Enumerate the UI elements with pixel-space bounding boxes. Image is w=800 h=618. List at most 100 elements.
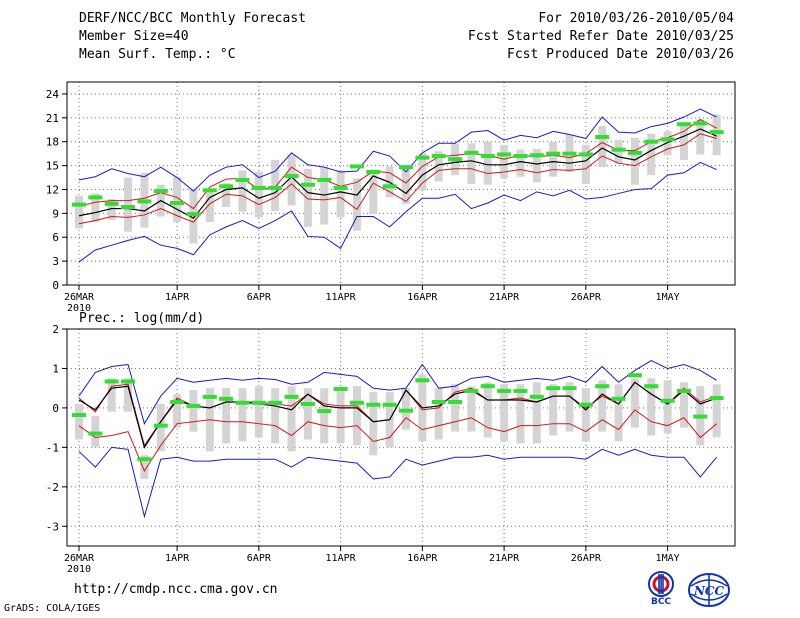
temp-y-tick-label: 18 (46, 136, 59, 149)
temp-ensemble-box (598, 125, 607, 168)
prec-ensemble-box (483, 382, 492, 438)
member-size: Member Size=40 (79, 29, 189, 44)
temp-observed-marker (317, 177, 332, 182)
prec-ensemble-box (532, 382, 541, 444)
prec-observed-marker (104, 379, 119, 384)
temp-y-tick-label: 0 (52, 279, 59, 292)
temp-observed-marker (464, 150, 479, 155)
ncc-logo: NCC (688, 573, 730, 607)
prec-observed-marker (202, 394, 217, 399)
temp-ensemble-box (222, 183, 231, 207)
prec-observed-marker (333, 386, 348, 391)
prec-observed-marker (399, 408, 413, 413)
prec-observed-marker (627, 373, 642, 378)
prec-ensemble-box (254, 386, 263, 438)
temp-ensemble-box (369, 169, 378, 215)
prec-ensemble-box (124, 378, 133, 412)
prec-observed-marker (464, 388, 479, 393)
temp-x-tick-label: 26MAR (64, 292, 95, 303)
prec-ensemble-box (614, 384, 623, 442)
prec-observed-marker (284, 394, 299, 399)
temp-y-tick-label: 21 (46, 112, 59, 125)
prec-ensemble-box (467, 386, 476, 432)
temp-x-tick-label: 21APR (489, 292, 520, 303)
prec-ensemble-box (630, 378, 639, 428)
temp-ensemble-box (173, 176, 182, 223)
temp-max-line (78, 108, 717, 192)
temp-observed-marker (333, 185, 348, 190)
temp-x-tick-label: 16APR (407, 292, 438, 303)
temp-observed-marker (186, 212, 201, 217)
temp-y-tick-label: 6 (52, 231, 59, 244)
prec-observed-marker (448, 399, 463, 404)
prec-x-tick-label: 11APR (326, 553, 357, 564)
temp-observed-marker (611, 147, 626, 152)
prec-observed-marker (186, 403, 201, 408)
temp-lower-line (78, 133, 717, 225)
prec-ensemble-box (222, 388, 231, 444)
prec-ensemble-box (320, 388, 329, 444)
variable-label: Mean Surf. Temp.: °C (79, 47, 236, 62)
prec-observed-marker (382, 402, 397, 407)
temp-ensemble-box (287, 154, 296, 206)
prec-ensemble-box (598, 380, 607, 432)
prec-ensemble-box (107, 378, 116, 412)
temp-mean-line (78, 128, 717, 219)
temp-observed-marker (448, 157, 463, 162)
temp-observed-marker (251, 185, 266, 190)
prec-observed-marker (513, 388, 528, 393)
temp-observed-marker (366, 169, 381, 174)
temp-ensemble-box (75, 195, 83, 229)
prec-ensemble-box (271, 388, 280, 444)
temp-ensemble-box (614, 140, 623, 164)
temp-observed-marker (300, 182, 315, 187)
prec-x-tick-label: 26MAR (64, 553, 95, 564)
prec-y-tick-label: 0 (52, 402, 59, 415)
temp-x-year-label: 2010 (67, 303, 91, 314)
temp-observed-marker (513, 154, 528, 159)
temp-x-tick-label: 6APR (247, 292, 272, 303)
prec-ensemble-box (516, 384, 525, 444)
prec-observed-marker (415, 378, 430, 383)
temperature-panel: 0 3 6 9 12 15 18 21 24 26MAR 1APR 6APR 11APR 16APR 21A… (46, 81, 736, 314)
temp-observed-marker (349, 164, 364, 169)
prec-mean-line (78, 381, 717, 449)
temp-observed-marker (497, 152, 512, 157)
temp-observed-marker (137, 199, 152, 204)
temp-upper-line (78, 118, 717, 210)
prec-observed-marker (595, 384, 610, 389)
prec-observed-marker (644, 384, 659, 389)
prec-y-tick-label: 2 (52, 323, 59, 336)
temp-y-tick-label: 12 (46, 183, 59, 196)
prec-ensemble-box (500, 384, 509, 442)
prec-observed-marker (660, 398, 675, 403)
prec-ensemble-box (238, 388, 247, 442)
prec-ensemble-box (679, 382, 688, 428)
temp-observed-marker (644, 139, 659, 144)
website-url[interactable]: http://cmdp.ncc.cma.gov.cn (74, 582, 278, 597)
temp-ensemble-box (124, 177, 133, 232)
prec-lower-line (78, 409, 717, 473)
temp-observed-marker (546, 151, 561, 156)
prec-observed-marker (546, 386, 561, 391)
precipitation-title: Prec.: log(mm/d) (79, 311, 204, 326)
prec-min-line (78, 446, 718, 519)
temp-observed-marker (170, 201, 185, 206)
prec-x-tick-label: 1MAY (656, 553, 680, 564)
temp-ensemble-box (254, 171, 263, 218)
temp-observed-marker (595, 134, 610, 139)
prec-ensemble-box (581, 388, 590, 442)
temp-ensemble-box (647, 133, 656, 176)
temp-ensemble-box (418, 152, 427, 191)
prec-observed-marker (529, 394, 544, 399)
temp-observed-marker (284, 173, 299, 178)
temp-observed-marker (399, 165, 413, 170)
temp-ensemble-box (712, 114, 721, 156)
temp-observed-marker (709, 130, 724, 135)
prec-y-tick-label: -3 (46, 520, 59, 533)
prec-observed-marker (562, 386, 577, 391)
prec-observed-marker (480, 384, 495, 389)
temp-observed-marker (202, 188, 217, 193)
prec-x-year-label: 2010 (67, 564, 91, 575)
